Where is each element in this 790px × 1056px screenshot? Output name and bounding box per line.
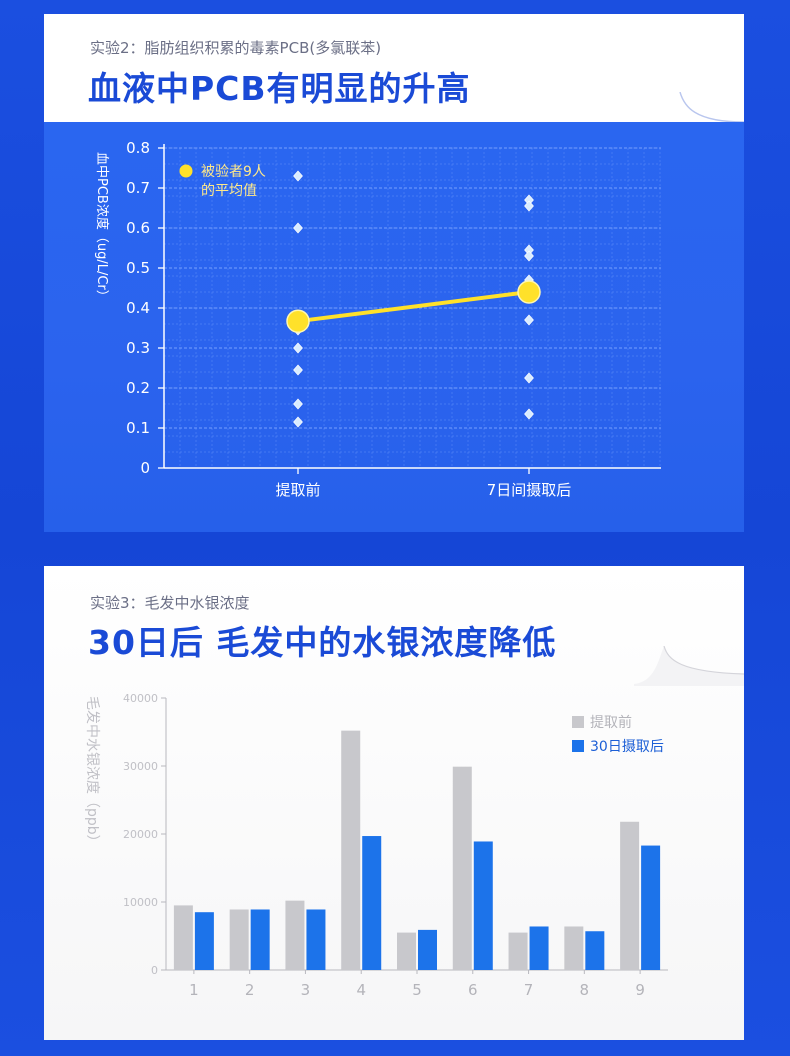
section1-title: 血液中PCB有明显的升高: [88, 69, 471, 108]
mercury-y-axis-label: 毛发中水银浓度（ppb）: [84, 696, 100, 849]
pcb-y-tick-label: 0: [140, 459, 150, 477]
pcb-individual-point: [293, 342, 303, 354]
pcb-y-tick-label: 0.5: [126, 259, 150, 277]
section2-card: 实验3：毛发中水银浓度 30日后 毛发中的水银浓度降低 0 10000 20000 3…: [44, 566, 744, 1040]
pcb-y-tick-label: 0.4: [126, 299, 150, 317]
pcb-y-tick-label: 0.8: [126, 139, 150, 157]
pcb-y-tick-label: 0.2: [126, 379, 150, 397]
mercury-x-tick-label: 9: [635, 981, 645, 999]
bar-before: [452, 766, 472, 970]
pcb-chart-panel: 0 0.1 0.2 0.3 0.4 0.5 0.6 0.7 0.8 提取前 7日间摄取后 血中PCB…: [44, 122, 744, 532]
bar-before: [285, 900, 305, 970]
mercury-y-tick-label: 20000: [123, 828, 158, 841]
pcb-legend-text: 被验者9人 的平均值: [201, 164, 270, 199]
mercury-y-tick-label: 30000: [123, 760, 158, 773]
pcb-legend: 被验者9人 的平均值: [179, 164, 270, 199]
section1-subtitle: 实验2：脂肪组织积累的毒素PCB(多氯联苯): [90, 39, 382, 57]
mercury-y-tick-label: 10000: [123, 896, 158, 909]
bar-before: [397, 932, 416, 970]
bar-before: [341, 730, 361, 970]
pcb-individual-point: [293, 398, 303, 410]
legend-after-swatch: [572, 740, 584, 752]
pcb-x-tick-label: 7日间摄取后: [487, 481, 572, 499]
mercury-legend: 提取前 30日摄取后: [572, 714, 664, 755]
mercury-x-tick-label: 8: [580, 981, 590, 999]
pcb-y-tick-label: 0.3: [126, 339, 150, 357]
pcb-y-tick-label: 0.6: [126, 219, 150, 237]
mercury-x-tick-label: 2: [245, 981, 255, 999]
pcb-individual-point: [293, 170, 303, 182]
legend-before-swatch: [572, 716, 584, 728]
pcb-legend-marker: [179, 164, 193, 178]
section1-header: 实验2：脂肪组织积累的毒素PCB(多氯联苯) 血液中PCB有明显的升高: [44, 14, 744, 132]
bar-before: [508, 932, 528, 970]
corner-curl-decoration: [634, 646, 744, 686]
pcb-scatter-chart: 0 0.1 0.2 0.3 0.4 0.5 0.6 0.7 0.8 提取前 7日间摄取后 血中PCB…: [94, 139, 661, 499]
bar-after: [529, 926, 549, 970]
pcb-individual-point: [293, 416, 303, 428]
bar-after: [585, 931, 605, 970]
bar-before: [620, 821, 640, 970]
legend-after-label: 30日摄取后: [590, 739, 664, 755]
bar-after: [362, 836, 382, 970]
pcb-individual-point: [524, 408, 534, 420]
section2-title: 30日后 毛发中的水银浓度降低: [88, 623, 557, 662]
mercury-x-tick-label: 5: [412, 981, 422, 999]
pcb-mean-point: [517, 280, 541, 304]
pcb-individual-point: [524, 314, 534, 326]
section2-subtitle: 实验3：毛发中水银浓度: [90, 594, 250, 612]
mercury-x-tick-label: 3: [301, 981, 311, 999]
pcb-x-tick-label: 提取前: [275, 481, 320, 499]
mercury-x-tick-label: 6: [468, 981, 478, 999]
mercury-x-tick-label: 1: [189, 981, 199, 999]
bar-after: [418, 929, 437, 970]
mercury-bar-chart: 0 10000 20000 30000 40000 1 2 3 4 5 6 7 8 9 毛发中水银浓度（…: [84, 692, 668, 999]
pcb-individual-point: [524, 200, 534, 212]
mercury-y-tick-label: 0: [151, 964, 158, 977]
mercury-y-tick-label: 40000: [123, 692, 158, 705]
pcb-individual-point: [524, 250, 534, 262]
bar-after: [250, 909, 270, 970]
bar-before: [173, 905, 193, 970]
pcb-mean-line: [297, 290, 530, 324]
pcb-individual-point: [293, 364, 303, 376]
mercury-x-tick-label: 4: [356, 981, 366, 999]
bar-after: [641, 845, 661, 970]
pcb-y-tick-label: 0.1: [126, 419, 150, 437]
bar-before: [229, 909, 249, 970]
bar-after: [306, 909, 326, 970]
pcb-individual-point: [293, 222, 303, 234]
bar-after: [194, 912, 214, 970]
pcb-y-tick-label: 0.7: [126, 179, 150, 197]
pcb-mean-point: [286, 309, 310, 333]
bar-after: [473, 841, 493, 970]
mercury-x-tick-label: 7: [524, 981, 534, 999]
pcb-y-axis-label: 血中PCB浓度（ug/L/Cr）: [94, 152, 110, 303]
legend-before-label: 提取前: [590, 714, 632, 731]
bar-before: [564, 926, 584, 970]
pcb-individual-point: [524, 372, 534, 384]
